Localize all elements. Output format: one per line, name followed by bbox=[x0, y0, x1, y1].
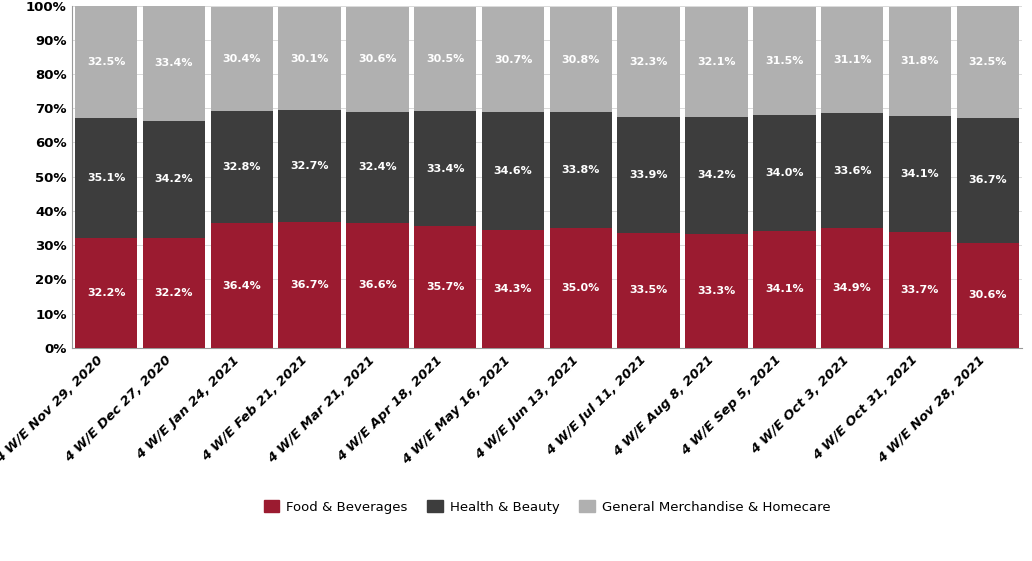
Bar bbox=[482, 112, 544, 231]
Bar bbox=[957, 243, 1019, 348]
Bar bbox=[279, 111, 341, 222]
Bar bbox=[550, 112, 612, 228]
Text: 32.1%: 32.1% bbox=[698, 57, 736, 67]
Text: 32.5%: 32.5% bbox=[87, 57, 125, 67]
Text: 36.7%: 36.7% bbox=[290, 280, 329, 290]
Bar bbox=[820, 113, 883, 228]
Bar bbox=[414, 7, 477, 111]
Bar bbox=[75, 6, 137, 117]
Text: 35.1%: 35.1% bbox=[87, 173, 125, 182]
Bar bbox=[753, 115, 815, 231]
Bar bbox=[142, 121, 205, 238]
Bar bbox=[482, 7, 544, 112]
Bar bbox=[617, 117, 680, 233]
Text: 34.1%: 34.1% bbox=[901, 169, 939, 179]
Text: 36.4%: 36.4% bbox=[223, 280, 261, 291]
Legend: Food & Beverages, Health & Beauty, General Merchandise & Homecare: Food & Beverages, Health & Beauty, Gener… bbox=[258, 495, 836, 519]
Bar bbox=[346, 7, 409, 112]
Text: 34.2%: 34.2% bbox=[155, 174, 193, 184]
Bar bbox=[211, 223, 273, 348]
Text: 31.5%: 31.5% bbox=[765, 56, 804, 66]
Text: 33.4%: 33.4% bbox=[155, 58, 193, 68]
Text: 34.1%: 34.1% bbox=[765, 284, 804, 295]
Bar bbox=[889, 7, 952, 116]
Bar bbox=[889, 116, 952, 232]
Text: 33.8%: 33.8% bbox=[561, 165, 600, 175]
Text: 32.2%: 32.2% bbox=[155, 288, 193, 298]
Text: 32.3%: 32.3% bbox=[630, 57, 668, 67]
Text: 30.8%: 30.8% bbox=[561, 54, 600, 65]
Text: 34.0%: 34.0% bbox=[765, 168, 804, 178]
Text: 32.5%: 32.5% bbox=[969, 57, 1007, 67]
Text: 33.5%: 33.5% bbox=[630, 286, 668, 296]
Bar bbox=[414, 226, 477, 348]
Text: 32.7%: 32.7% bbox=[290, 161, 329, 171]
Text: 35.7%: 35.7% bbox=[426, 282, 464, 292]
Bar bbox=[414, 111, 477, 226]
Text: 34.3%: 34.3% bbox=[493, 284, 533, 294]
Text: 36.7%: 36.7% bbox=[968, 175, 1007, 185]
Text: 34.6%: 34.6% bbox=[493, 166, 533, 176]
Text: 33.4%: 33.4% bbox=[426, 163, 464, 173]
Text: 33.7%: 33.7% bbox=[901, 285, 939, 295]
Text: 34.9%: 34.9% bbox=[833, 283, 871, 293]
Bar bbox=[482, 231, 544, 348]
Text: 36.6%: 36.6% bbox=[358, 280, 396, 290]
Text: 33.3%: 33.3% bbox=[698, 286, 736, 296]
Bar bbox=[820, 7, 883, 113]
Bar bbox=[685, 7, 748, 117]
Text: 30.7%: 30.7% bbox=[494, 54, 533, 65]
Bar bbox=[753, 231, 815, 348]
Bar bbox=[142, 238, 205, 348]
Text: 32.2%: 32.2% bbox=[87, 288, 126, 298]
Text: 30.4%: 30.4% bbox=[223, 54, 261, 64]
Bar bbox=[957, 117, 1019, 243]
Bar bbox=[753, 7, 815, 115]
Text: 33.6%: 33.6% bbox=[833, 166, 871, 176]
Bar bbox=[211, 111, 273, 223]
Bar bbox=[279, 7, 341, 111]
Bar bbox=[550, 7, 612, 112]
Bar bbox=[957, 6, 1019, 117]
Bar bbox=[211, 7, 273, 111]
Bar bbox=[617, 7, 680, 117]
Text: 32.4%: 32.4% bbox=[358, 162, 396, 172]
Text: 34.2%: 34.2% bbox=[698, 171, 736, 180]
Bar bbox=[346, 223, 409, 348]
Text: 30.1%: 30.1% bbox=[290, 54, 329, 64]
Bar bbox=[685, 234, 748, 348]
Text: 31.8%: 31.8% bbox=[901, 57, 939, 66]
Text: 32.8%: 32.8% bbox=[223, 162, 261, 172]
Text: 30.5%: 30.5% bbox=[426, 54, 464, 64]
Bar bbox=[550, 228, 612, 348]
Text: 30.6%: 30.6% bbox=[358, 54, 396, 65]
Bar bbox=[820, 228, 883, 348]
Bar bbox=[279, 222, 341, 348]
Text: 33.9%: 33.9% bbox=[630, 170, 668, 180]
Bar bbox=[346, 112, 409, 223]
Text: 31.1%: 31.1% bbox=[833, 55, 871, 65]
Bar bbox=[685, 117, 748, 234]
Text: 30.6%: 30.6% bbox=[968, 291, 1007, 301]
Bar bbox=[617, 233, 680, 348]
Bar bbox=[889, 232, 952, 348]
Text: 35.0%: 35.0% bbox=[561, 283, 600, 293]
Bar bbox=[142, 6, 205, 121]
Bar bbox=[75, 238, 137, 348]
Bar bbox=[75, 117, 137, 238]
